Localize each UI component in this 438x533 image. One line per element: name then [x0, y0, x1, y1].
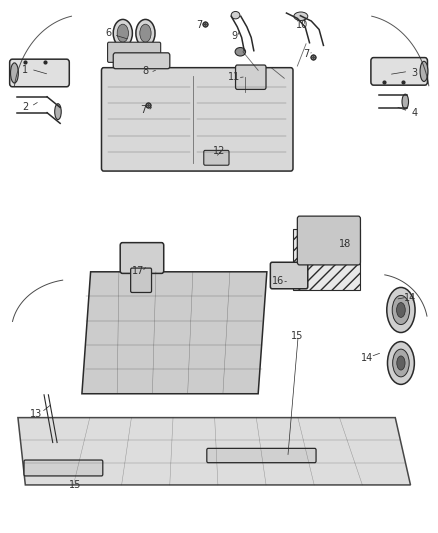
- Text: 1: 1: [22, 66, 28, 75]
- Ellipse shape: [235, 47, 246, 56]
- Text: 14: 14: [361, 353, 373, 362]
- FancyBboxPatch shape: [113, 53, 170, 69]
- Text: 11: 11: [228, 71, 240, 82]
- FancyBboxPatch shape: [297, 216, 360, 265]
- Ellipse shape: [397, 356, 405, 370]
- Text: 17: 17: [132, 266, 145, 276]
- Text: 3: 3: [412, 68, 418, 78]
- Text: 7: 7: [196, 20, 202, 30]
- Ellipse shape: [294, 12, 308, 20]
- Text: 13: 13: [30, 409, 42, 419]
- Ellipse shape: [396, 303, 405, 317]
- Ellipse shape: [231, 12, 240, 19]
- Ellipse shape: [136, 19, 155, 47]
- Ellipse shape: [392, 349, 409, 377]
- FancyBboxPatch shape: [371, 58, 427, 85]
- FancyBboxPatch shape: [207, 448, 316, 463]
- Ellipse shape: [392, 295, 410, 325]
- FancyBboxPatch shape: [24, 460, 103, 476]
- Text: 10: 10: [296, 20, 308, 30]
- FancyBboxPatch shape: [204, 150, 229, 165]
- Text: 4: 4: [412, 108, 418, 118]
- Text: 9: 9: [231, 31, 237, 41]
- Text: 6: 6: [105, 28, 111, 38]
- Ellipse shape: [113, 19, 132, 47]
- FancyBboxPatch shape: [120, 243, 164, 273]
- FancyBboxPatch shape: [108, 42, 161, 62]
- Ellipse shape: [402, 94, 409, 109]
- Polygon shape: [82, 272, 267, 394]
- Text: 15: 15: [291, 332, 304, 342]
- Polygon shape: [293, 229, 360, 290]
- Text: 7: 7: [303, 50, 309, 59]
- Text: 2: 2: [22, 102, 28, 112]
- Polygon shape: [18, 418, 410, 485]
- FancyBboxPatch shape: [102, 68, 293, 171]
- Ellipse shape: [387, 287, 415, 333]
- Ellipse shape: [140, 24, 151, 42]
- Text: 12: 12: [213, 146, 225, 156]
- Ellipse shape: [420, 61, 428, 82]
- Text: 8: 8: [142, 67, 148, 76]
- FancyBboxPatch shape: [131, 268, 152, 293]
- Ellipse shape: [55, 104, 61, 119]
- Ellipse shape: [117, 24, 128, 42]
- Ellipse shape: [11, 63, 18, 83]
- Text: 18: 18: [339, 239, 351, 249]
- Text: 15: 15: [69, 480, 81, 490]
- FancyBboxPatch shape: [270, 262, 308, 289]
- Ellipse shape: [388, 342, 414, 384]
- Text: 7: 7: [140, 105, 146, 115]
- Text: 14: 14: [404, 293, 417, 303]
- FancyBboxPatch shape: [10, 59, 69, 87]
- Text: 16: 16: [272, 276, 284, 286]
- FancyBboxPatch shape: [236, 65, 266, 90]
